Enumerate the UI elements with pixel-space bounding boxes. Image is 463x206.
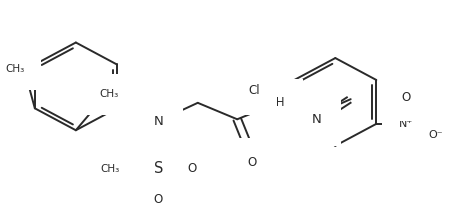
Text: CH₃: CH₃ (100, 164, 120, 174)
Text: N⁺: N⁺ (399, 119, 413, 129)
Text: N: N (311, 113, 321, 126)
Text: Cl: Cl (248, 84, 260, 97)
Text: N: N (153, 115, 163, 128)
Text: O: O (154, 193, 163, 206)
Text: O: O (401, 91, 411, 104)
Text: O: O (187, 162, 196, 175)
Text: CH₃: CH₃ (6, 64, 25, 75)
Text: O: O (247, 156, 257, 169)
Text: CH₃: CH₃ (100, 89, 119, 99)
Text: NH: NH (268, 96, 285, 109)
Text: S: S (154, 161, 163, 176)
Text: O⁻: O⁻ (429, 130, 443, 140)
